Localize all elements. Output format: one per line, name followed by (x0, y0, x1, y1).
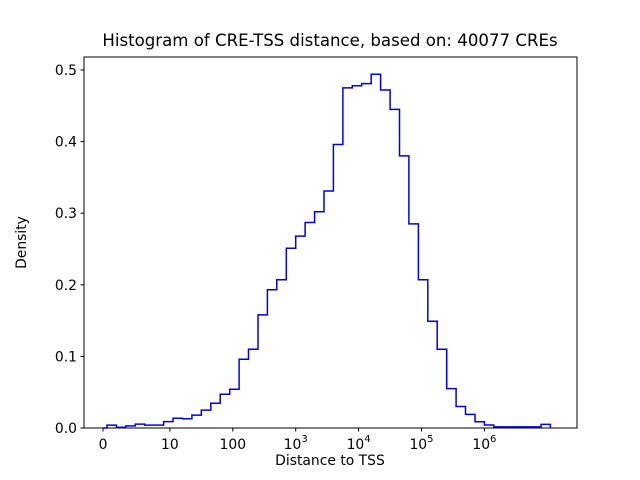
x-axis-label: Distance to TSS (275, 453, 385, 469)
svg-text:106: 106 (472, 434, 496, 453)
x-axis-ticks: 0 10 100 103 104 105 106 (99, 428, 496, 453)
svg-text:105: 105 (409, 434, 433, 453)
svg-text:100: 100 (220, 437, 247, 453)
svg-text:10: 10 (161, 437, 179, 453)
svg-text:0.5: 0.5 (55, 63, 77, 79)
histogram-line (103, 73, 552, 429)
plot-area-border (83, 56, 578, 429)
svg-text:0: 0 (99, 437, 108, 453)
svg-text:0.2: 0.2 (55, 278, 77, 294)
y-axis-label: Density (14, 216, 30, 269)
svg-text:0.0: 0.0 (55, 421, 77, 437)
svg-text:0.4: 0.4 (55, 135, 77, 151)
chart-title: Histogram of CRE-TSS distance, based on:… (102, 31, 557, 50)
svg-text:104: 104 (347, 434, 371, 453)
y-axis-ticks: 0.0 0.1 0.2 0.3 0.4 0.5 (55, 63, 84, 437)
svg-text:0.1: 0.1 (55, 349, 77, 365)
svg-text:103: 103 (284, 434, 308, 453)
svg-text:0.3: 0.3 (55, 206, 77, 222)
